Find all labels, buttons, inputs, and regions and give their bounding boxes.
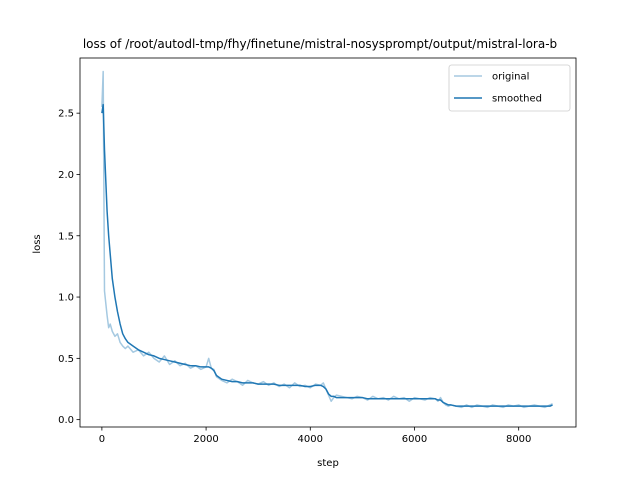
x-tick-label: 8000 bbox=[506, 434, 531, 445]
series-line-original bbox=[101, 70, 553, 409]
y-tick-label: 1.0 bbox=[58, 293, 74, 304]
y-tick-label: 0.5 bbox=[58, 354, 74, 365]
y-axis-label: loss bbox=[32, 234, 43, 253]
x-axis: 0 2000 4000 6000 8000 bbox=[99, 427, 531, 445]
x-axis-label: step bbox=[317, 458, 339, 469]
y-axis: 0.0 0.5 1.0 1.5 2.0 2.5 bbox=[58, 109, 80, 426]
y-tick-label: 0.0 bbox=[58, 415, 74, 426]
x-tick-label: 2000 bbox=[193, 434, 218, 445]
legend-box bbox=[448, 64, 571, 112]
legend-label-original: original bbox=[492, 72, 529, 83]
y-tick-label: 1.5 bbox=[58, 231, 74, 242]
x-tick-label: 4000 bbox=[298, 434, 323, 445]
x-tick-label: 6000 bbox=[402, 434, 427, 445]
legend-label-smoothed: smoothed bbox=[492, 94, 542, 105]
plot-area bbox=[79, 57, 577, 428]
y-tick-label: 2.5 bbox=[58, 109, 74, 120]
x-tick-label: 0 bbox=[99, 434, 105, 445]
series-line-smoothed bbox=[101, 103, 553, 407]
plot-frame bbox=[79, 57, 577, 428]
legend: original smoothed bbox=[448, 64, 571, 112]
y-tick-label: 2.0 bbox=[58, 170, 74, 181]
chart-title: loss of /root/autodl-tmp/fhy/finetune/mi… bbox=[83, 37, 557, 51]
